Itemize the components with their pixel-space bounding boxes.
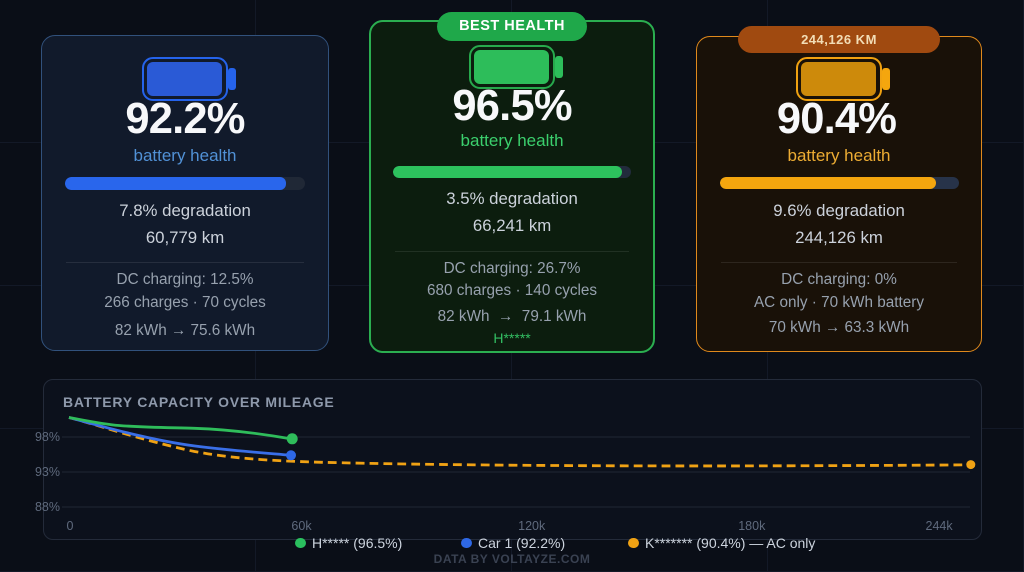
svg-text:88%: 88% [35, 500, 60, 514]
svg-text:60k: 60k [291, 519, 312, 533]
svg-text:120k: 120k [518, 519, 546, 533]
svg-text:0: 0 [67, 519, 74, 533]
svg-text:93%: 93% [35, 465, 60, 479]
svg-text:98%: 98% [35, 430, 60, 444]
svg-text:180k: 180k [738, 519, 766, 533]
svg-text:244k: 244k [926, 519, 954, 533]
